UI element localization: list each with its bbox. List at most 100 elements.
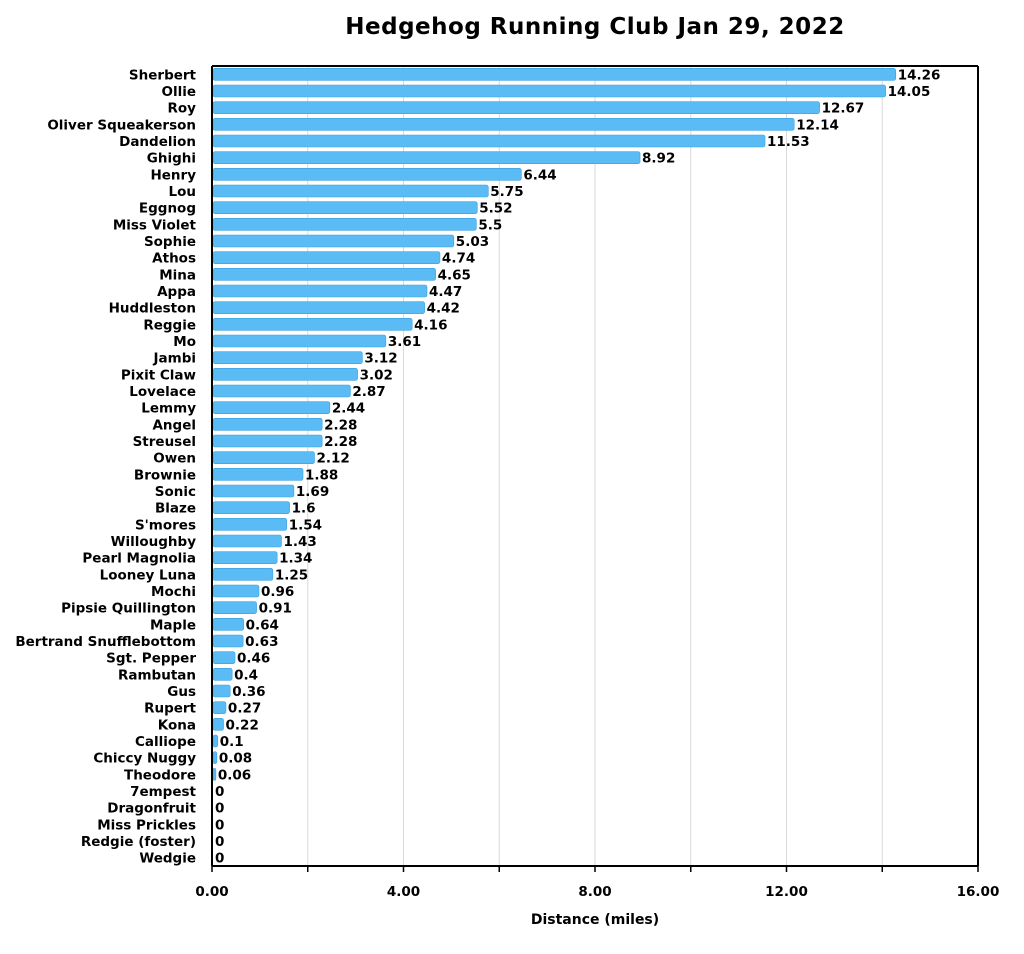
bar <box>212 734 219 748</box>
data-label: 1.69 <box>296 484 329 500</box>
bar <box>212 651 236 664</box>
data-label: 1.25 <box>275 567 308 583</box>
bar <box>212 218 477 231</box>
data-label: 0.46 <box>237 651 270 667</box>
bar <box>212 118 795 131</box>
bar <box>212 251 441 264</box>
data-label: 3.61 <box>388 334 421 350</box>
bar <box>212 368 358 381</box>
bar <box>212 484 295 498</box>
category-label: Mo <box>173 334 196 350</box>
category-label: S'mores <box>135 517 196 533</box>
category-label: Streusel <box>133 434 196 450</box>
data-label: 14.26 <box>898 67 941 83</box>
category-label: Lemmy <box>141 401 196 417</box>
bar <box>212 634 244 648</box>
category-label: Willoughby <box>111 534 197 550</box>
data-label: 2.44 <box>332 401 365 417</box>
bar <box>212 584 260 598</box>
category-label: Bertrand Snufflebottom <box>15 634 196 650</box>
chart-title: Hedgehog Running Club Jan 29, 2022 <box>345 14 845 40</box>
category-label: Reggie <box>143 317 196 333</box>
bar <box>212 68 896 81</box>
category-label: Blaze <box>155 501 196 517</box>
bar <box>212 434 323 448</box>
bar <box>212 751 218 764</box>
data-label: 1.54 <box>289 517 322 533</box>
category-label: Dandelion <box>119 134 196 150</box>
bar <box>212 234 455 248</box>
category-label: Wedgie <box>139 851 196 867</box>
data-label: 12.14 <box>796 117 839 133</box>
bar <box>212 718 224 731</box>
category-label: Owen <box>153 451 196 467</box>
category-label: Pixit Claw <box>121 367 196 383</box>
data-label: 6.44 <box>523 167 556 183</box>
data-label: 5.75 <box>490 184 523 200</box>
bar <box>212 301 425 314</box>
data-label: 0.96 <box>261 584 294 600</box>
category-label: 7empest <box>130 784 196 800</box>
category-label: Theodore <box>124 767 196 783</box>
data-label: 0.1 <box>220 734 244 750</box>
data-label: 14.05 <box>888 84 931 100</box>
category-label: Lou <box>169 184 197 200</box>
category-label: Henry <box>150 167 196 183</box>
x-tick-label: 12.00 <box>765 884 808 900</box>
category-label: Gus <box>167 684 196 700</box>
bar <box>212 468 304 481</box>
category-label: Lovelace <box>129 384 196 400</box>
data-label: 2.28 <box>324 434 357 450</box>
data-label: 0.36 <box>232 684 265 700</box>
category-label: Sgt. Pepper <box>106 651 196 667</box>
data-label: 0 <box>215 851 224 867</box>
data-label: 0 <box>215 817 224 833</box>
data-label: 3.02 <box>360 367 393 383</box>
bar <box>212 318 413 331</box>
bar <box>212 501 290 514</box>
data-label: 0.4 <box>234 667 258 683</box>
data-label: 2.12 <box>316 451 349 467</box>
category-label: Sophie <box>144 234 196 250</box>
category-label: Oliver Squeakerson <box>47 117 196 133</box>
data-label: 11.53 <box>767 134 810 150</box>
bar <box>212 768 217 781</box>
data-label: 1.43 <box>283 534 316 550</box>
bar <box>212 101 820 114</box>
category-label: Pipsie Quillington <box>61 601 196 617</box>
data-label: 0.63 <box>245 634 278 650</box>
data-label: 0 <box>215 784 224 800</box>
category-label: Roy <box>168 101 197 117</box>
data-label: 0.08 <box>219 751 252 767</box>
data-label: 5.03 <box>456 234 489 250</box>
category-label: Chiccy Nuggy <box>93 751 196 767</box>
data-label: 1.6 <box>292 501 316 517</box>
bar <box>212 601 257 614</box>
bar <box>212 151 641 164</box>
data-label: 5.52 <box>479 201 512 217</box>
data-label: 4.16 <box>414 317 447 333</box>
data-label: 4.42 <box>427 301 460 317</box>
data-label: 0.27 <box>228 701 261 717</box>
bar <box>212 201 478 214</box>
bar <box>212 334 387 348</box>
bar <box>212 84 886 98</box>
bar <box>212 451 315 464</box>
x-tick-label: 16.00 <box>957 884 1000 900</box>
data-label: 12.67 <box>822 101 865 117</box>
category-label: Ghighi <box>147 151 196 167</box>
data-label: 0 <box>215 834 224 850</box>
bar <box>212 518 288 531</box>
data-label: 1.88 <box>305 467 338 483</box>
bar <box>212 134 766 148</box>
bar <box>212 668 233 681</box>
bar <box>212 534 282 548</box>
category-label: Sherbert <box>129 67 197 83</box>
data-label: 4.65 <box>438 267 471 283</box>
category-label: Jambi <box>153 351 197 367</box>
x-tick-label: 0.00 <box>195 884 228 900</box>
category-label: Maple <box>150 617 196 633</box>
bar <box>212 384 351 398</box>
data-label: 1.34 <box>279 551 312 567</box>
